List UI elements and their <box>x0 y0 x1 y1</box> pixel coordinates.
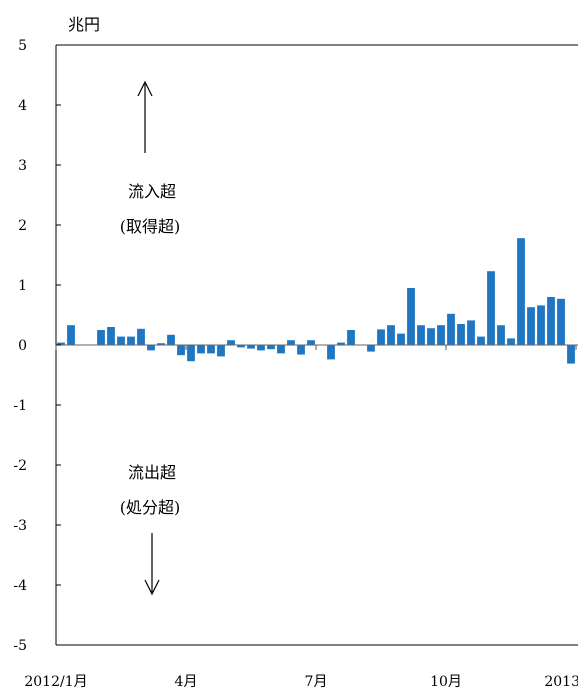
bar <box>237 345 245 348</box>
up-arrow-head <box>137 80 153 97</box>
bar <box>147 345 155 351</box>
y-tick-label: -1 <box>13 398 27 414</box>
bar <box>497 325 505 345</box>
bar <box>57 342 65 345</box>
y-tick-label: 3 <box>18 158 27 174</box>
x-tick-label: 7月 <box>305 674 328 690</box>
bar <box>127 336 135 345</box>
bar <box>457 324 465 345</box>
bar <box>567 345 575 364</box>
outflow-sub-label: (処分超) <box>120 498 181 517</box>
x-tick-label: 2012/1月 <box>24 674 87 690</box>
bars-group <box>57 238 575 364</box>
down-arrow-head <box>144 579 160 596</box>
bar <box>437 325 445 345</box>
bar <box>387 325 395 345</box>
y-tick-label: -4 <box>13 578 27 594</box>
bar <box>257 345 265 351</box>
y-tick-label: 5 <box>18 38 27 54</box>
bar <box>287 340 295 345</box>
bar <box>487 271 495 345</box>
axes-group <box>55 44 578 646</box>
outflow-annotation: 流出超 (処分超) <box>120 463 181 596</box>
x-tick-label: 4月 <box>175 674 198 690</box>
bar <box>247 345 255 349</box>
bar <box>547 297 555 345</box>
bar <box>507 338 515 345</box>
bar <box>227 340 235 345</box>
y-tick-label: -3 <box>13 518 27 534</box>
bar <box>347 330 355 345</box>
y-tick-labels: 5 4 3 2 1 0 -1 -2 -3 -4 -5 <box>13 38 27 654</box>
bar <box>107 327 115 345</box>
bar <box>117 336 125 345</box>
bar <box>137 328 145 345</box>
bar <box>337 342 345 345</box>
bar <box>407 288 415 345</box>
bar <box>197 345 205 354</box>
inflow-label: 流入超 <box>128 182 176 201</box>
bar <box>277 345 285 354</box>
bar <box>367 345 375 352</box>
y-tick-label: 4 <box>18 98 27 114</box>
y-tick-label: -5 <box>13 638 27 654</box>
bar <box>157 343 165 345</box>
outflow-label: 流出超 <box>128 463 176 482</box>
unit-label: 兆円 <box>68 15 100 34</box>
bar <box>207 345 215 354</box>
bar <box>517 238 525 345</box>
x-tick-label: 10月 <box>430 674 462 690</box>
bar <box>397 333 405 345</box>
bar <box>67 325 75 345</box>
x-tick-label: 2013/1月 <box>544 674 578 690</box>
y-tick-label: -2 <box>13 458 27 474</box>
bar <box>417 325 425 345</box>
bar <box>177 345 185 356</box>
bar <box>537 305 545 345</box>
bar <box>327 345 335 360</box>
bar <box>467 320 475 345</box>
bar <box>557 298 565 345</box>
bar <box>297 345 305 355</box>
y-tick-label: 2 <box>18 218 27 234</box>
bar <box>377 329 385 345</box>
y-tick-label: 0 <box>18 338 27 354</box>
bar <box>447 313 455 345</box>
bar <box>187 345 195 362</box>
bar <box>307 340 315 345</box>
bar <box>267 345 275 350</box>
bar <box>167 334 175 345</box>
inflow-annotation: 流入超 (取得超) <box>120 80 181 236</box>
bar <box>527 307 535 345</box>
y-tick-label: 1 <box>18 278 27 294</box>
bar <box>477 336 485 345</box>
bar <box>97 330 105 345</box>
bar <box>427 328 435 345</box>
inflow-sub-label: (取得超) <box>120 217 181 236</box>
bar <box>217 345 225 357</box>
